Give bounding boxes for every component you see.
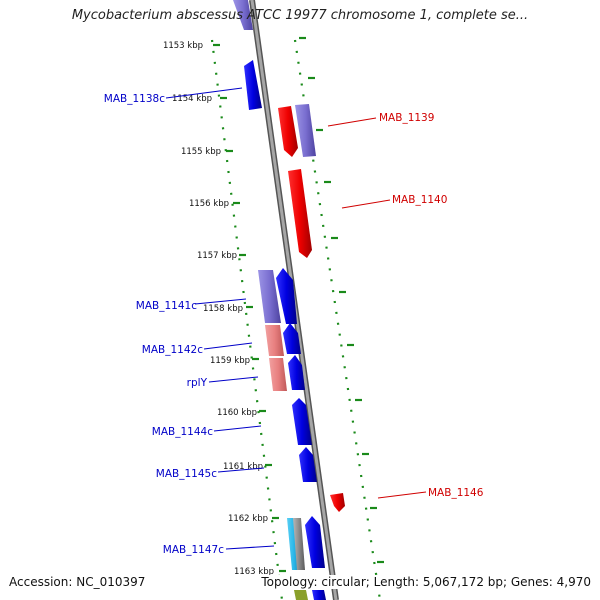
feature-mab-1144c[interactable]	[292, 398, 312, 445]
feature-rply[interactable]	[288, 355, 305, 390]
feature-bottom-olive	[294, 590, 308, 600]
ruler-label: 1161 kbp	[223, 462, 263, 472]
gene-labels: MAB_1138c MAB_1139 MAB_1140 MAB_1141c MA…	[104, 93, 484, 556]
feature-mab-1142c[interactable]	[283, 323, 301, 354]
accession-label: Accession: NC_010397	[9, 575, 146, 589]
ruler-label: 1160 kbp	[217, 408, 257, 418]
feature-mab-1141c[interactable]	[276, 268, 297, 324]
gene-label-mab-1140[interactable]: MAB_1140	[392, 194, 447, 206]
gene-label-mab-1146[interactable]: MAB_1146	[428, 487, 484, 499]
ruler-label: 1158 kbp	[203, 304, 243, 314]
feature-mab-1147c[interactable]	[305, 516, 325, 568]
feature-mab-1145c[interactable]	[299, 447, 317, 482]
gene-label-mab-1147c[interactable]: MAB_1147c	[163, 544, 224, 556]
gene-label-mab-1141c[interactable]: MAB_1141c	[136, 300, 197, 312]
major-ticks-outer	[299, 36, 384, 564]
ruler-label: 1162 kbp	[228, 514, 268, 524]
gene-label-mab-1144c[interactable]: MAB_1144c	[152, 426, 213, 438]
feature-mab-1147c-grey[interactable]	[293, 518, 305, 570]
ruler-label: 1156 kbp	[189, 199, 229, 209]
feature-mab-1146[interactable]	[330, 493, 345, 512]
feature-rply-pink[interactable]	[269, 358, 287, 391]
feature-mab-1139-purple[interactable]	[295, 104, 316, 157]
gene-label-mab-1142c[interactable]: MAB_1142c	[142, 344, 203, 356]
ruler-label: 1154 kbp	[172, 94, 212, 104]
feature-mab-1138c[interactable]	[244, 60, 262, 110]
gene-label-mab-1145c[interactable]: MAB_1145c	[156, 468, 217, 480]
gene-leaders	[165, 87, 427, 550]
feature-top-purple[interactable]	[233, 0, 253, 30]
ruler-label: 1157 kbp	[197, 251, 237, 261]
feature-mab-1142c-pink[interactable]	[265, 325, 284, 356]
feature-mab-1141c-purple[interactable]	[258, 270, 281, 323]
map-title: Mycobacterium abscessus ATCC 19977 chrom…	[71, 8, 529, 23]
gene-label-rply[interactable]: rplY	[187, 377, 208, 389]
ruler-label: 1163 kbp	[234, 567, 274, 577]
topology-summary: Topology: circular; Length: 5,067,172 bp…	[259, 575, 591, 589]
ruler-label: 1159 kbp	[210, 356, 250, 366]
gene-label-mab-1138c[interactable]: MAB_1138c	[104, 93, 165, 105]
ruler-labels: 1153 kbp 1154 kbp 1155 kbp 1156 kbp 1157…	[163, 41, 274, 577]
ruler-label: 1153 kbp	[163, 41, 203, 51]
major-ticks-inner	[213, 43, 286, 573]
feature-mab-1139[interactable]	[278, 106, 298, 157]
ruler-label: 1155 kbp	[181, 147, 221, 157]
feature-mab-1140[interactable]	[288, 169, 312, 258]
gene-label-mab-1139[interactable]: MAB_1139	[379, 112, 434, 124]
features-layer	[233, 0, 345, 600]
